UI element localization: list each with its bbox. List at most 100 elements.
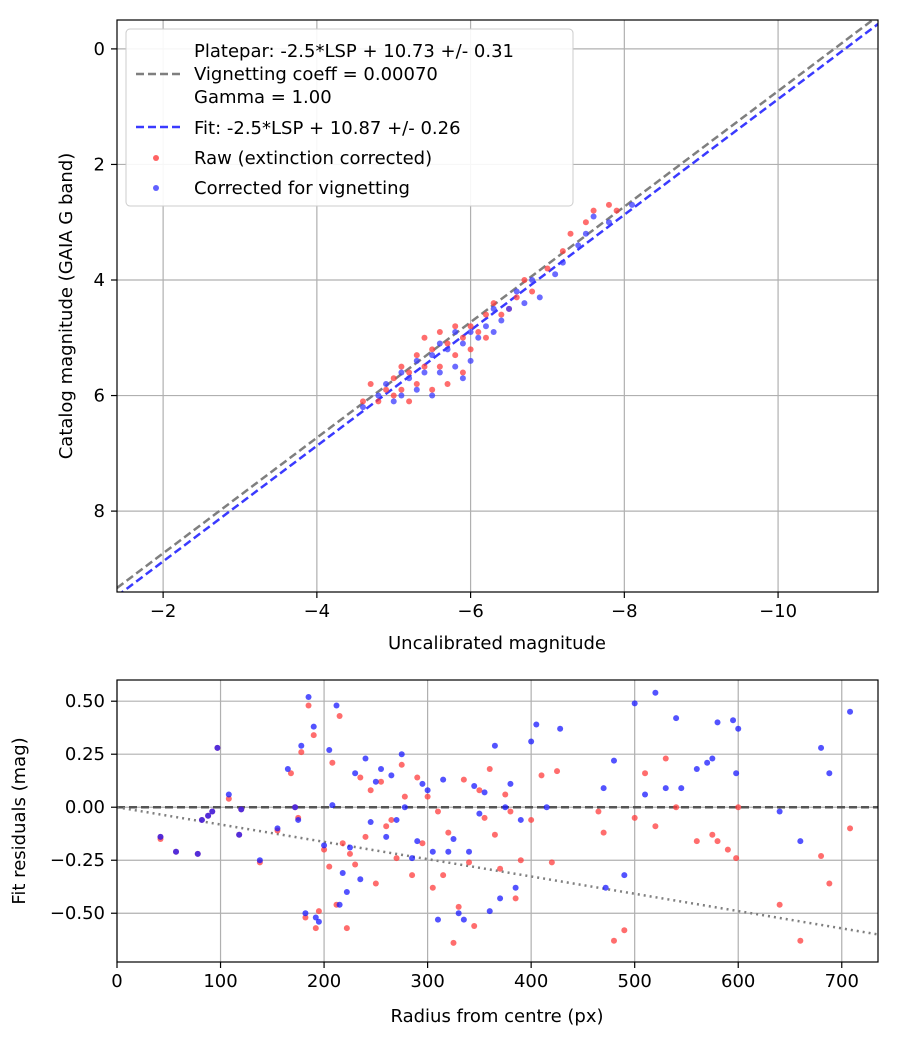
data-point: [678, 785, 685, 792]
data-point: [359, 398, 366, 405]
top-fit-lines: [117, 20, 878, 592]
data-point: [497, 895, 504, 902]
data-point: [406, 398, 413, 405]
data-point: [198, 816, 205, 823]
data-point: [398, 369, 405, 376]
data-point: [225, 791, 232, 798]
legend-corrected-marker: [153, 185, 159, 191]
data-point: [378, 778, 385, 785]
legend-corrected-label: Corrected for vignetting: [194, 178, 410, 199]
bottom-x-axis-label: Radius from centre (px): [390, 1006, 603, 1027]
bottom-points: [157, 689, 854, 946]
data-point: [413, 386, 420, 393]
data-point: [507, 808, 514, 815]
data-point: [662, 785, 669, 792]
data-point: [517, 857, 524, 864]
data-point: [797, 838, 804, 845]
data-point: [274, 825, 281, 832]
top-plot-frame: [116, 19, 879, 593]
data-point: [312, 914, 319, 921]
data-point: [298, 742, 305, 749]
data-point: [714, 838, 721, 845]
data-point: [528, 738, 535, 745]
y-tick-label: 8: [94, 501, 105, 522]
data-point: [401, 804, 408, 811]
data-point: [552, 271, 559, 278]
data-point: [421, 334, 428, 341]
data-point: [466, 848, 473, 855]
data-point: [724, 846, 731, 853]
data-point: [436, 340, 443, 347]
data-point: [605, 201, 612, 208]
data-point: [383, 823, 390, 830]
data-point: [256, 857, 263, 864]
data-point: [315, 918, 322, 925]
data-point: [343, 925, 350, 932]
legend-platepar-label: Platepar: -2.5*LSP + 10.73 +/- 0.31: [194, 41, 514, 62]
data-point: [390, 375, 397, 382]
data-point: [409, 872, 416, 879]
data-point: [482, 323, 489, 330]
data-point: [621, 872, 628, 879]
data-point: [295, 816, 302, 823]
data-point: [776, 901, 783, 908]
x-tick-label: −4: [304, 601, 331, 622]
data-point: [378, 766, 385, 773]
data-point: [512, 884, 519, 891]
data-point: [602, 884, 609, 891]
data-point: [329, 759, 336, 766]
data-point: [406, 369, 413, 376]
data-point: [673, 804, 680, 811]
data-point: [339, 840, 346, 847]
data-point: [498, 311, 505, 318]
data-point: [512, 895, 519, 902]
data-point: [600, 829, 607, 836]
data-point: [613, 207, 620, 214]
x-tick-label: 600: [721, 971, 755, 992]
data-point: [502, 804, 509, 811]
data-point: [776, 808, 783, 815]
data-point: [409, 855, 416, 862]
data-point: [383, 386, 390, 393]
bottom-y-axis-label: Fit residuals (mag): [9, 737, 30, 904]
data-point: [475, 334, 482, 341]
data-point: [305, 702, 312, 709]
data-point: [398, 363, 405, 370]
data-point: [610, 937, 617, 944]
data-point: [388, 772, 395, 779]
data-point: [444, 346, 451, 353]
data-point: [590, 213, 597, 220]
data-point: [693, 766, 700, 773]
data-point: [413, 357, 420, 364]
data-point: [421, 363, 428, 370]
data-point: [413, 381, 420, 387]
data-point: [521, 277, 528, 283]
data-point: [733, 855, 740, 862]
bottom-reference-lines: [117, 805, 878, 936]
data-point: [452, 329, 459, 335]
data-point: [481, 789, 488, 796]
data-point: [375, 398, 382, 405]
x-tick-label: −6: [457, 601, 484, 622]
data-point: [236, 831, 243, 838]
data-point: [362, 833, 369, 840]
data-point: [475, 329, 482, 335]
data-point: [336, 713, 343, 720]
data-point: [434, 808, 441, 815]
data-point: [194, 850, 201, 857]
data-point: [419, 780, 426, 787]
data-point: [491, 742, 498, 749]
data-point: [482, 311, 489, 318]
data-point: [709, 831, 716, 838]
legend-fit-label: Fit: -2.5*LSP + 10.87 +/- 0.26: [194, 118, 461, 139]
top-ticks: −2 −4 −6 −8 −10 0 2 4 6 8: [94, 39, 798, 622]
data-point: [735, 804, 742, 811]
y-tick-label: 2: [94, 154, 105, 175]
y-tick-label: −0.50: [50, 903, 105, 924]
data-point: [359, 404, 366, 411]
x-tick-label: 500: [618, 971, 652, 992]
data-point: [292, 804, 299, 811]
data-point: [383, 381, 390, 387]
Fit-line: [120, 23, 878, 592]
data-point: [367, 819, 374, 826]
